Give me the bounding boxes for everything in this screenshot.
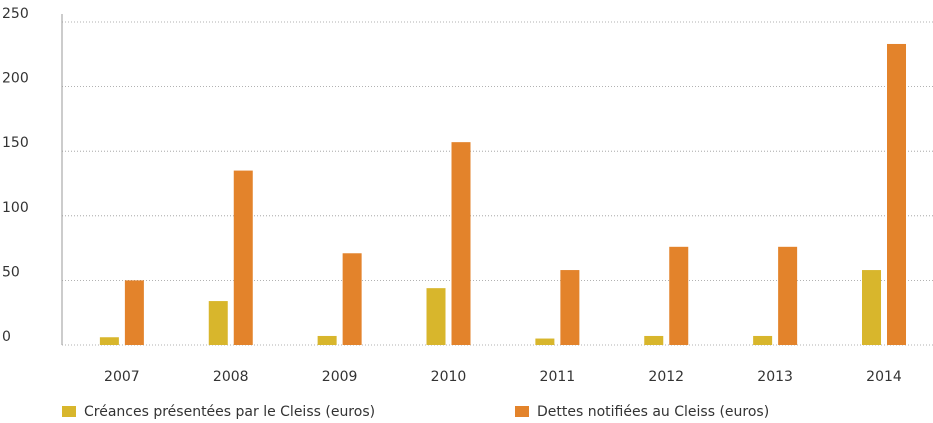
x-tick-label: 2007 [104, 369, 140, 385]
bar [124, 280, 144, 345]
bar [560, 270, 580, 345]
bar [426, 288, 446, 345]
y-tick-label: 100 [2, 200, 29, 216]
y-tick-label: 0 [2, 329, 11, 345]
bar [644, 335, 664, 345]
legend-label: Créances présentées par le Cleiss (euros… [84, 404, 375, 420]
y-tick-label: 50 [2, 264, 20, 280]
x-tick-label: 2008 [213, 369, 249, 385]
bar [669, 246, 689, 345]
bar [887, 43, 907, 346]
bar [778, 246, 798, 345]
y-tick-label: 200 [2, 71, 29, 87]
bar [753, 335, 773, 345]
bar [208, 301, 228, 345]
x-tick-label: 2010 [431, 369, 467, 385]
x-tick-label: 2014 [866, 369, 902, 385]
legend-swatch [62, 406, 76, 417]
legend-swatch [515, 406, 529, 417]
x-tick-label: 2009 [322, 369, 358, 385]
y-tick-label: 150 [2, 135, 29, 151]
bar [862, 270, 882, 345]
bar [535, 338, 555, 345]
x-tick-label: 2011 [540, 369, 576, 385]
y-tick-label: 250 [2, 6, 29, 22]
bar [342, 253, 362, 345]
legend-label: Dettes notifiées au Cleiss (euros) [537, 404, 769, 420]
bar [451, 142, 471, 345]
bar [99, 337, 119, 345]
x-tick-label: 2012 [648, 369, 684, 385]
bar [317, 335, 337, 345]
x-tick-label: 2013 [757, 369, 793, 385]
bar [233, 170, 253, 345]
